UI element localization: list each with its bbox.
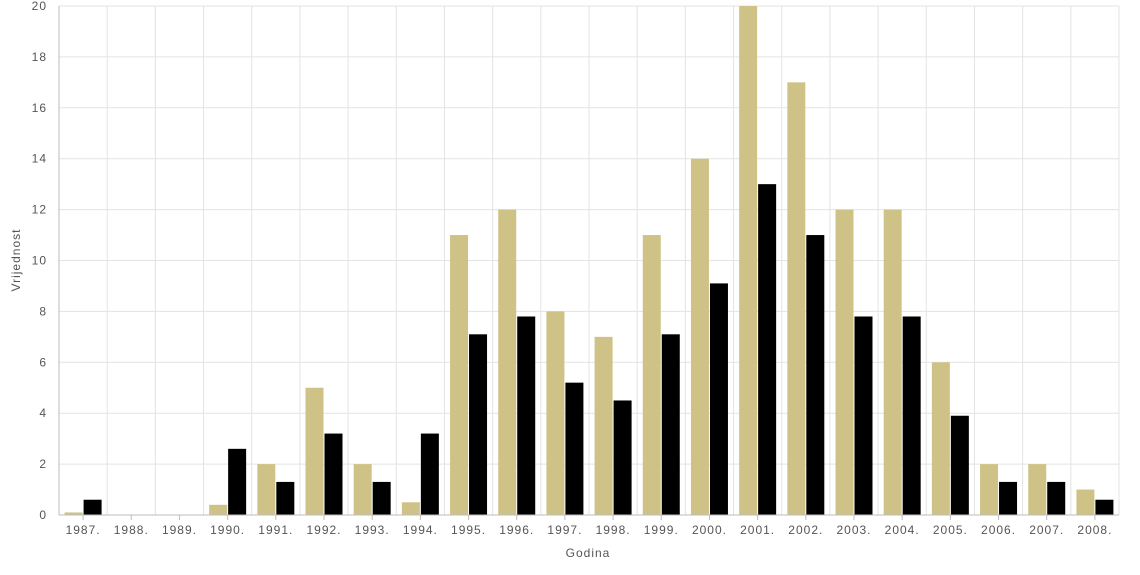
x-tick-label: 1994. xyxy=(403,523,438,537)
bar xyxy=(257,464,276,515)
y-tick-label: 0 xyxy=(39,508,47,522)
bar xyxy=(806,235,825,516)
x-tick-label: 2006. xyxy=(981,523,1016,537)
y-tick-label: 18 xyxy=(32,50,47,64)
bar xyxy=(1047,481,1066,515)
x-tick-label: 1989. xyxy=(162,523,197,537)
bar xyxy=(228,448,247,515)
bar xyxy=(950,415,969,515)
bar xyxy=(883,209,902,515)
x-tick-label: 1999. xyxy=(644,523,679,537)
x-tick-label: 1998. xyxy=(596,523,631,537)
bar xyxy=(787,82,806,515)
y-tick-label: 14 xyxy=(32,152,47,166)
x-tick-label: 2002. xyxy=(788,523,823,537)
bar xyxy=(305,387,324,515)
bar xyxy=(1028,464,1047,515)
bar xyxy=(517,316,536,515)
bar xyxy=(420,433,439,515)
bar xyxy=(690,158,709,515)
y-tick-label: 12 xyxy=(32,203,47,217)
bar xyxy=(64,512,83,515)
bar xyxy=(546,311,565,515)
x-tick-label: 2008. xyxy=(1077,523,1112,537)
x-tick-label: 2001. xyxy=(740,523,775,537)
bar xyxy=(902,316,921,515)
axes: 0 2 4 6 8 10 12 14 16 18 20 1987. 1988. 1989. 1990. 199… xyxy=(32,0,1119,537)
x-axis-title: Godina xyxy=(566,546,611,560)
bar xyxy=(324,433,343,515)
bar xyxy=(353,464,372,515)
y-tick-label: 6 xyxy=(39,355,47,369)
bars xyxy=(64,6,1114,516)
y-tick-label: 8 xyxy=(39,304,47,318)
bar xyxy=(661,334,680,515)
x-tick-label: 1991. xyxy=(258,523,293,537)
bar xyxy=(83,499,102,515)
bar xyxy=(498,209,517,515)
x-tick-label: 1993. xyxy=(355,523,390,537)
bar xyxy=(613,400,632,515)
x-tick-label: 2007. xyxy=(1029,523,1064,537)
x-tick-label: 2005. xyxy=(933,523,968,537)
bar xyxy=(642,235,661,516)
bar xyxy=(276,481,295,515)
x-tick-label: 1990. xyxy=(210,523,245,537)
y-tick-label: 16 xyxy=(32,101,47,115)
bar xyxy=(709,283,728,515)
bar xyxy=(1076,489,1095,515)
bar xyxy=(565,382,584,515)
x-tick-label: 1988. xyxy=(114,523,149,537)
bar xyxy=(999,481,1018,515)
bar xyxy=(739,6,758,515)
y-tick-label: 2 xyxy=(39,457,47,471)
bar xyxy=(980,464,999,515)
bar xyxy=(854,316,873,515)
bar xyxy=(450,235,469,516)
x-tick-label: 2004. xyxy=(885,523,920,537)
x-tick-label: 1987. xyxy=(66,523,101,537)
y-tick-label: 10 xyxy=(32,254,47,268)
bar xyxy=(1095,499,1114,515)
bar xyxy=(594,336,613,515)
x-tick-label: 1997. xyxy=(547,523,582,537)
bar xyxy=(401,502,420,515)
bar xyxy=(835,209,854,515)
bar xyxy=(469,334,488,515)
bar xyxy=(931,362,950,515)
bar xyxy=(372,481,391,515)
y-axis-title: Vrijednost xyxy=(9,229,23,292)
x-tick-label: 1992. xyxy=(306,523,341,537)
x-tick-label: 1996. xyxy=(499,523,534,537)
x-tick-label: 2000. xyxy=(692,523,727,537)
y-tick-label: 4 xyxy=(39,406,47,420)
x-tick-label: 2003. xyxy=(836,523,871,537)
x-tick-label: 1995. xyxy=(451,523,486,537)
y-tick-label: 20 xyxy=(32,0,47,13)
bar xyxy=(209,504,228,515)
bar xyxy=(758,184,777,515)
